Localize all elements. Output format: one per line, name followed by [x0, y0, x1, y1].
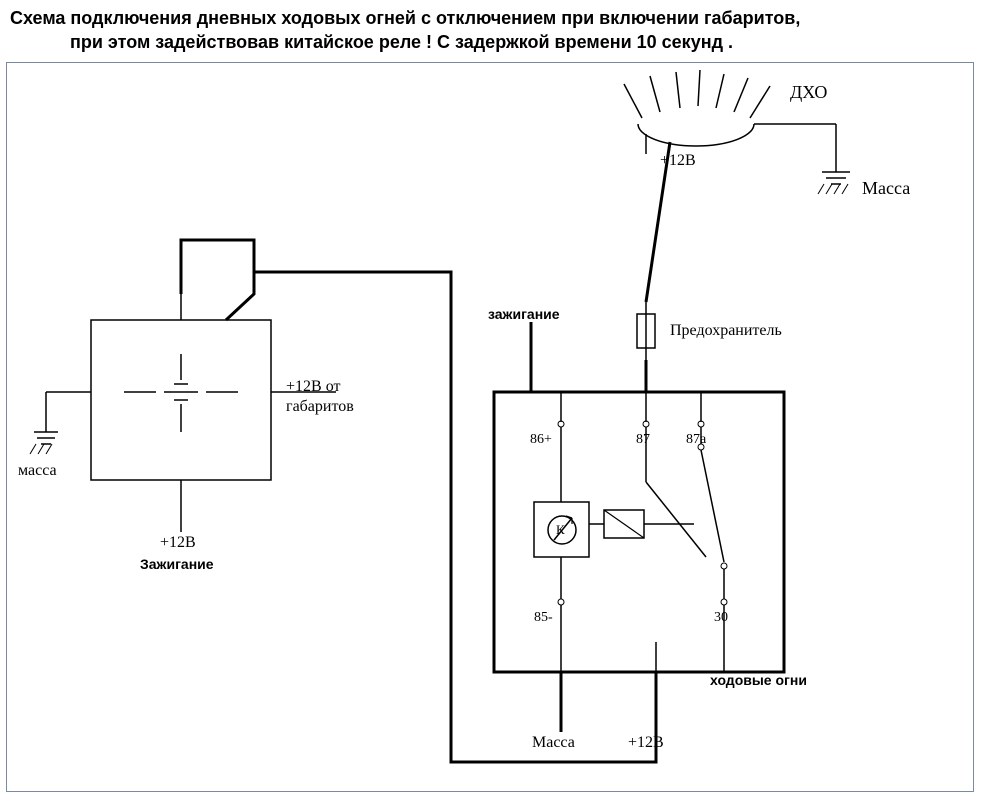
label-park-1: +12В от [286, 378, 340, 396]
label-pin-85m: 85- [534, 610, 553, 626]
label-pin-87: 87 [636, 432, 650, 448]
thick-bus [254, 240, 656, 762]
canvas-root: Схема подключения дневных ходовых огней … [0, 0, 982, 800]
left-relay-ground [30, 392, 91, 454]
label-drl-12v: +12В [660, 152, 696, 170]
fuse-icon [637, 302, 655, 360]
label-fuse: Предохранитель [670, 322, 782, 340]
label-park-2: габаритов [286, 398, 354, 416]
label-85-massa: Масса [532, 734, 575, 752]
label-pin-87a: 87а [686, 432, 706, 448]
label-pin-30: 30 [714, 610, 728, 626]
title-line-2: при этом задействовав китайское реле ! С… [10, 30, 970, 54]
label-ignition-top: зажигание [488, 306, 560, 322]
label-k: К [556, 522, 565, 538]
label-running-lights: ходовые огни [710, 672, 807, 688]
label-dho: ДХО [790, 82, 827, 103]
label-left-ground: масса [18, 462, 57, 480]
label-left-ignition: Зажигание [140, 556, 214, 572]
title-block: Схема подключения дневных ходовых огней … [10, 6, 970, 55]
label-drl-ground: Масса [862, 178, 910, 199]
label-pin-86p: 86+ [530, 432, 552, 448]
label-left-12v: +12В [160, 534, 196, 552]
left-relay [91, 240, 271, 510]
wiring-diagram [6, 62, 974, 792]
title-line-1: Схема подключения дневных ходовых огней … [10, 6, 970, 30]
label-30-12v: +12В [628, 734, 664, 752]
